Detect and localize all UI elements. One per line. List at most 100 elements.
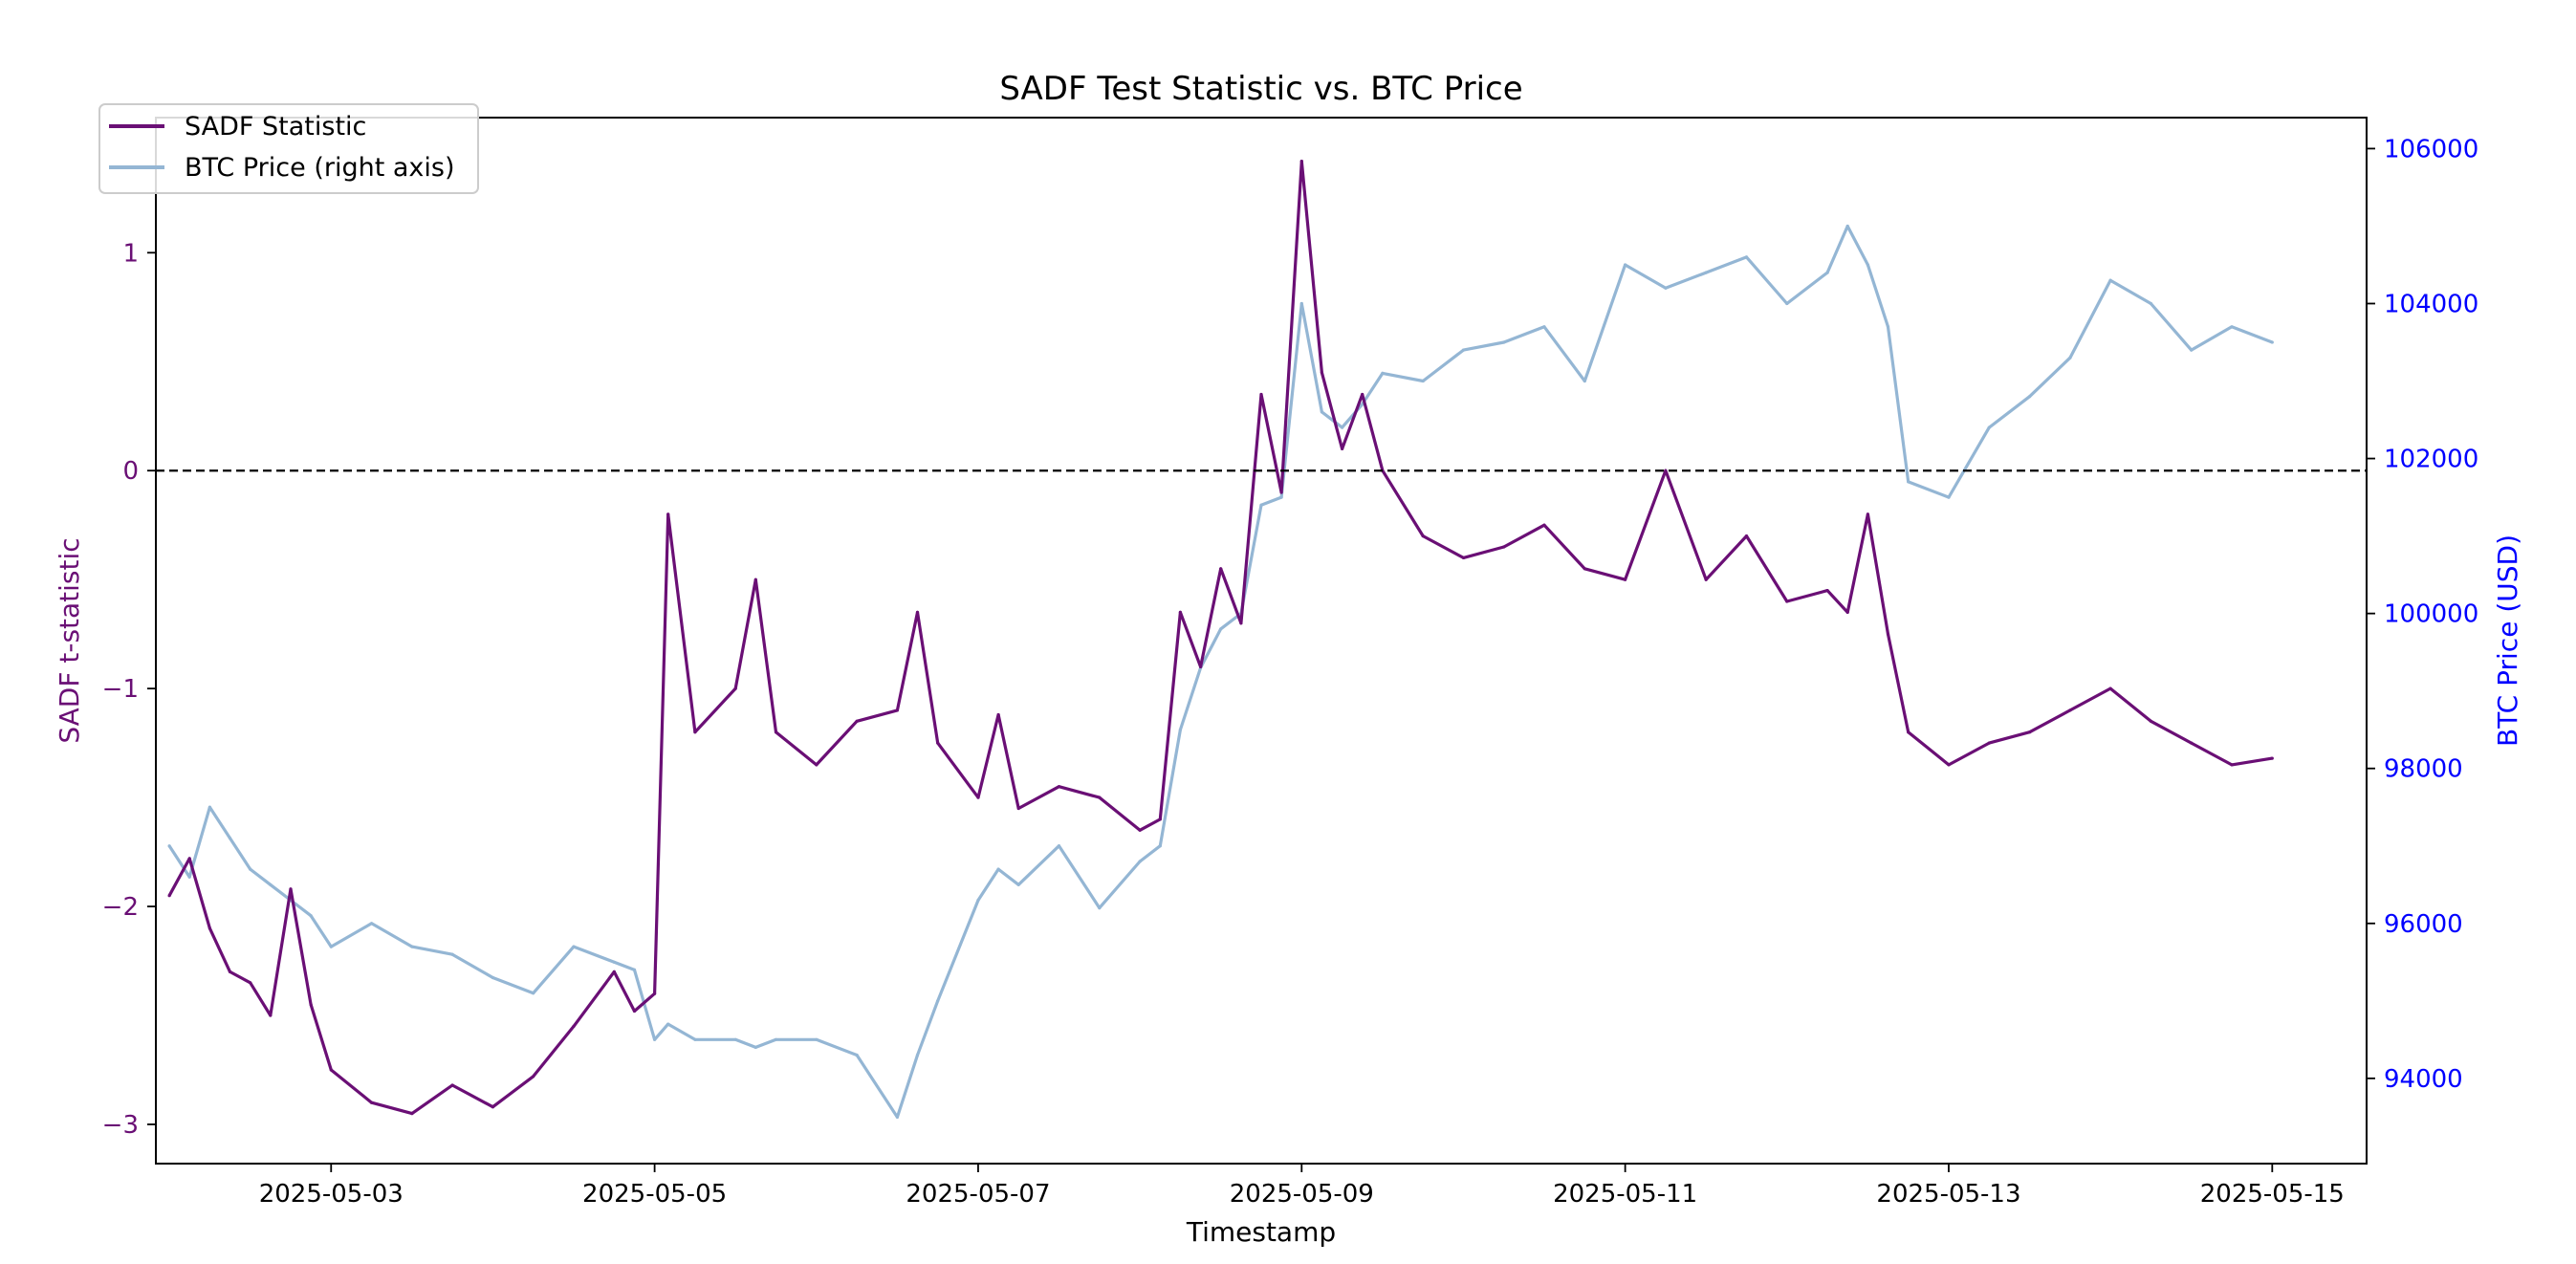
left-y-axis: 1 0 −1 −2 −3 <box>102 239 156 1140</box>
btc-price-line-point <box>269 883 273 886</box>
sadf-statistic-line-point <box>1098 795 1102 799</box>
right-y-tick-label: 104000 <box>2384 290 2478 318</box>
right-y-tick-label: 100000 <box>2384 600 2478 629</box>
sadf-statistic-line-point <box>733 686 737 690</box>
sadf-statistic-series <box>167 160 2274 1116</box>
sadf-statistic-line-point <box>1886 632 1890 636</box>
x-axis-label: Timestamp <box>1186 1216 1336 1248</box>
btc-price-line-point <box>1178 728 1182 731</box>
sadf-statistic-line-point <box>1624 578 1627 581</box>
sadf-statistic-line-point <box>1219 567 1223 571</box>
sadf-statistic-line-point <box>855 719 859 723</box>
chart-title: SADF Test Statistic vs. BTC Price <box>999 70 1522 108</box>
btc-price-line-point <box>1341 425 1344 429</box>
btc-price-line-point <box>1845 224 1849 229</box>
sadf-statistic-line-point <box>269 1013 273 1017</box>
btc-price-line-point <box>309 914 313 918</box>
btc-price-series <box>167 224 2274 1120</box>
sadf-statistic-line-point <box>895 708 900 712</box>
sadf-statistic-line-point <box>187 857 191 861</box>
left-y-tick-label: 1 <box>122 239 139 268</box>
btc-price-line-point <box>167 844 171 848</box>
sadf-statistic-line <box>167 160 2273 1116</box>
sadf-statistic-line-point <box>1259 392 1263 397</box>
btc-price-line-point <box>1825 271 1829 274</box>
sadf-statistic-line-point <box>207 926 211 930</box>
x-tick-label: 2025-05-03 <box>259 1180 404 1209</box>
legend-label-sadf: SADF Statistic <box>185 112 366 142</box>
btc-price-line-point <box>753 1045 757 1049</box>
left-y-tick-label: −1 <box>102 675 139 704</box>
sadf-statistic-line-point <box>2068 708 2072 712</box>
btc-price-line-point <box>1098 906 1102 910</box>
sadf-statistic-line-point <box>936 741 940 745</box>
btc-price-line-point <box>1542 325 1546 329</box>
btc-price-line-point <box>693 1037 697 1041</box>
sadf-statistic-line-point <box>1421 534 1425 538</box>
sadf-statistic-line-point <box>1158 817 1162 821</box>
sadf-statistic-line-point <box>572 1024 576 1028</box>
sadf-statistic-line-point <box>612 970 616 974</box>
sadf-statistic-line-point <box>1744 534 1749 538</box>
btc-price-line-point <box>1299 301 1303 306</box>
btc-price-line-point <box>187 875 191 879</box>
left-y-axis-label: SADF t-statistic <box>54 537 85 743</box>
btc-price-line-point <box>2190 348 2194 352</box>
btc-price-line-point <box>1583 379 1586 383</box>
btc-price-line-point <box>612 960 616 964</box>
btc-price-line-point <box>666 1022 670 1026</box>
sadf-statistic-line-point <box>249 981 252 985</box>
btc-price-line-point <box>1704 271 1708 274</box>
sadf-statistic-line-point <box>1502 545 1506 549</box>
sadf-statistic-line-point <box>329 1068 333 1072</box>
btc-price-line-point <box>1279 495 1283 499</box>
btc-price-line-point <box>370 922 374 926</box>
sadf-statistic-line-point <box>653 992 657 995</box>
btc-price-line <box>167 224 2273 1120</box>
btc-price-line-point <box>1664 286 1668 290</box>
btc-price-line-point <box>915 1053 920 1057</box>
right-y-tick-label: 102000 <box>2384 446 2478 474</box>
sadf-statistic-line-point <box>693 730 697 734</box>
sadf-statistic-line-point <box>666 512 670 516</box>
btc-price-line-point <box>1158 844 1162 848</box>
btc-price-line-point <box>1987 425 1991 429</box>
sadf-statistic-line-point <box>2190 741 2194 745</box>
btc-price-line-point <box>2149 301 2152 306</box>
btc-price-line-point <box>410 945 414 948</box>
left-y-tick-label: −2 <box>102 893 139 922</box>
btc-price-line-point <box>653 1037 657 1041</box>
sadf-statistic-line-point <box>1907 730 1910 734</box>
sadf-statistic-line-point <box>1057 785 1061 789</box>
x-tick-label: 2025-05-07 <box>906 1180 1050 1209</box>
sadf-statistic-line-point <box>1320 371 1323 375</box>
left-y-tick-label: 0 <box>122 457 139 486</box>
btc-price-line-point <box>491 975 495 980</box>
btc-price-line-point <box>1785 301 1789 306</box>
sadf-statistic-line-point <box>1825 589 1829 593</box>
btc-price-line-point <box>1866 263 1869 267</box>
btc-price-line-point <box>1624 263 1627 267</box>
sadf-statistic-line-point <box>996 712 1000 717</box>
sadf-statistic-line-point <box>2108 686 2112 690</box>
sadf-statistic-line-point <box>1239 621 1243 625</box>
legend: SADF Statistic BTC Price (right axis) <box>98 103 479 194</box>
btc-price-line-point <box>228 837 232 840</box>
right-y-tick-label: 106000 <box>2384 135 2478 163</box>
plot-frame <box>155 117 2368 1165</box>
x-tick-label: 2025-05-15 <box>2200 1180 2345 1209</box>
sadf-statistic-line-point <box>2270 756 2274 760</box>
sadf-statistic-line-point <box>1461 556 1466 560</box>
btc-price-line-point <box>2108 278 2112 282</box>
sadf-statistic-line-point <box>815 763 819 767</box>
btc-price-line-point <box>733 1037 737 1041</box>
btc-price-line-point <box>249 867 252 871</box>
right-y-tick-label: 96000 <box>2384 910 2463 939</box>
btc-price-line-point <box>1016 883 1020 886</box>
sadf-statistic-line-point <box>1866 512 1869 516</box>
x-tick-label: 2025-05-05 <box>582 1180 727 1209</box>
btc-price-line-point <box>572 945 576 948</box>
sadf-statistic-line-point <box>289 887 293 891</box>
